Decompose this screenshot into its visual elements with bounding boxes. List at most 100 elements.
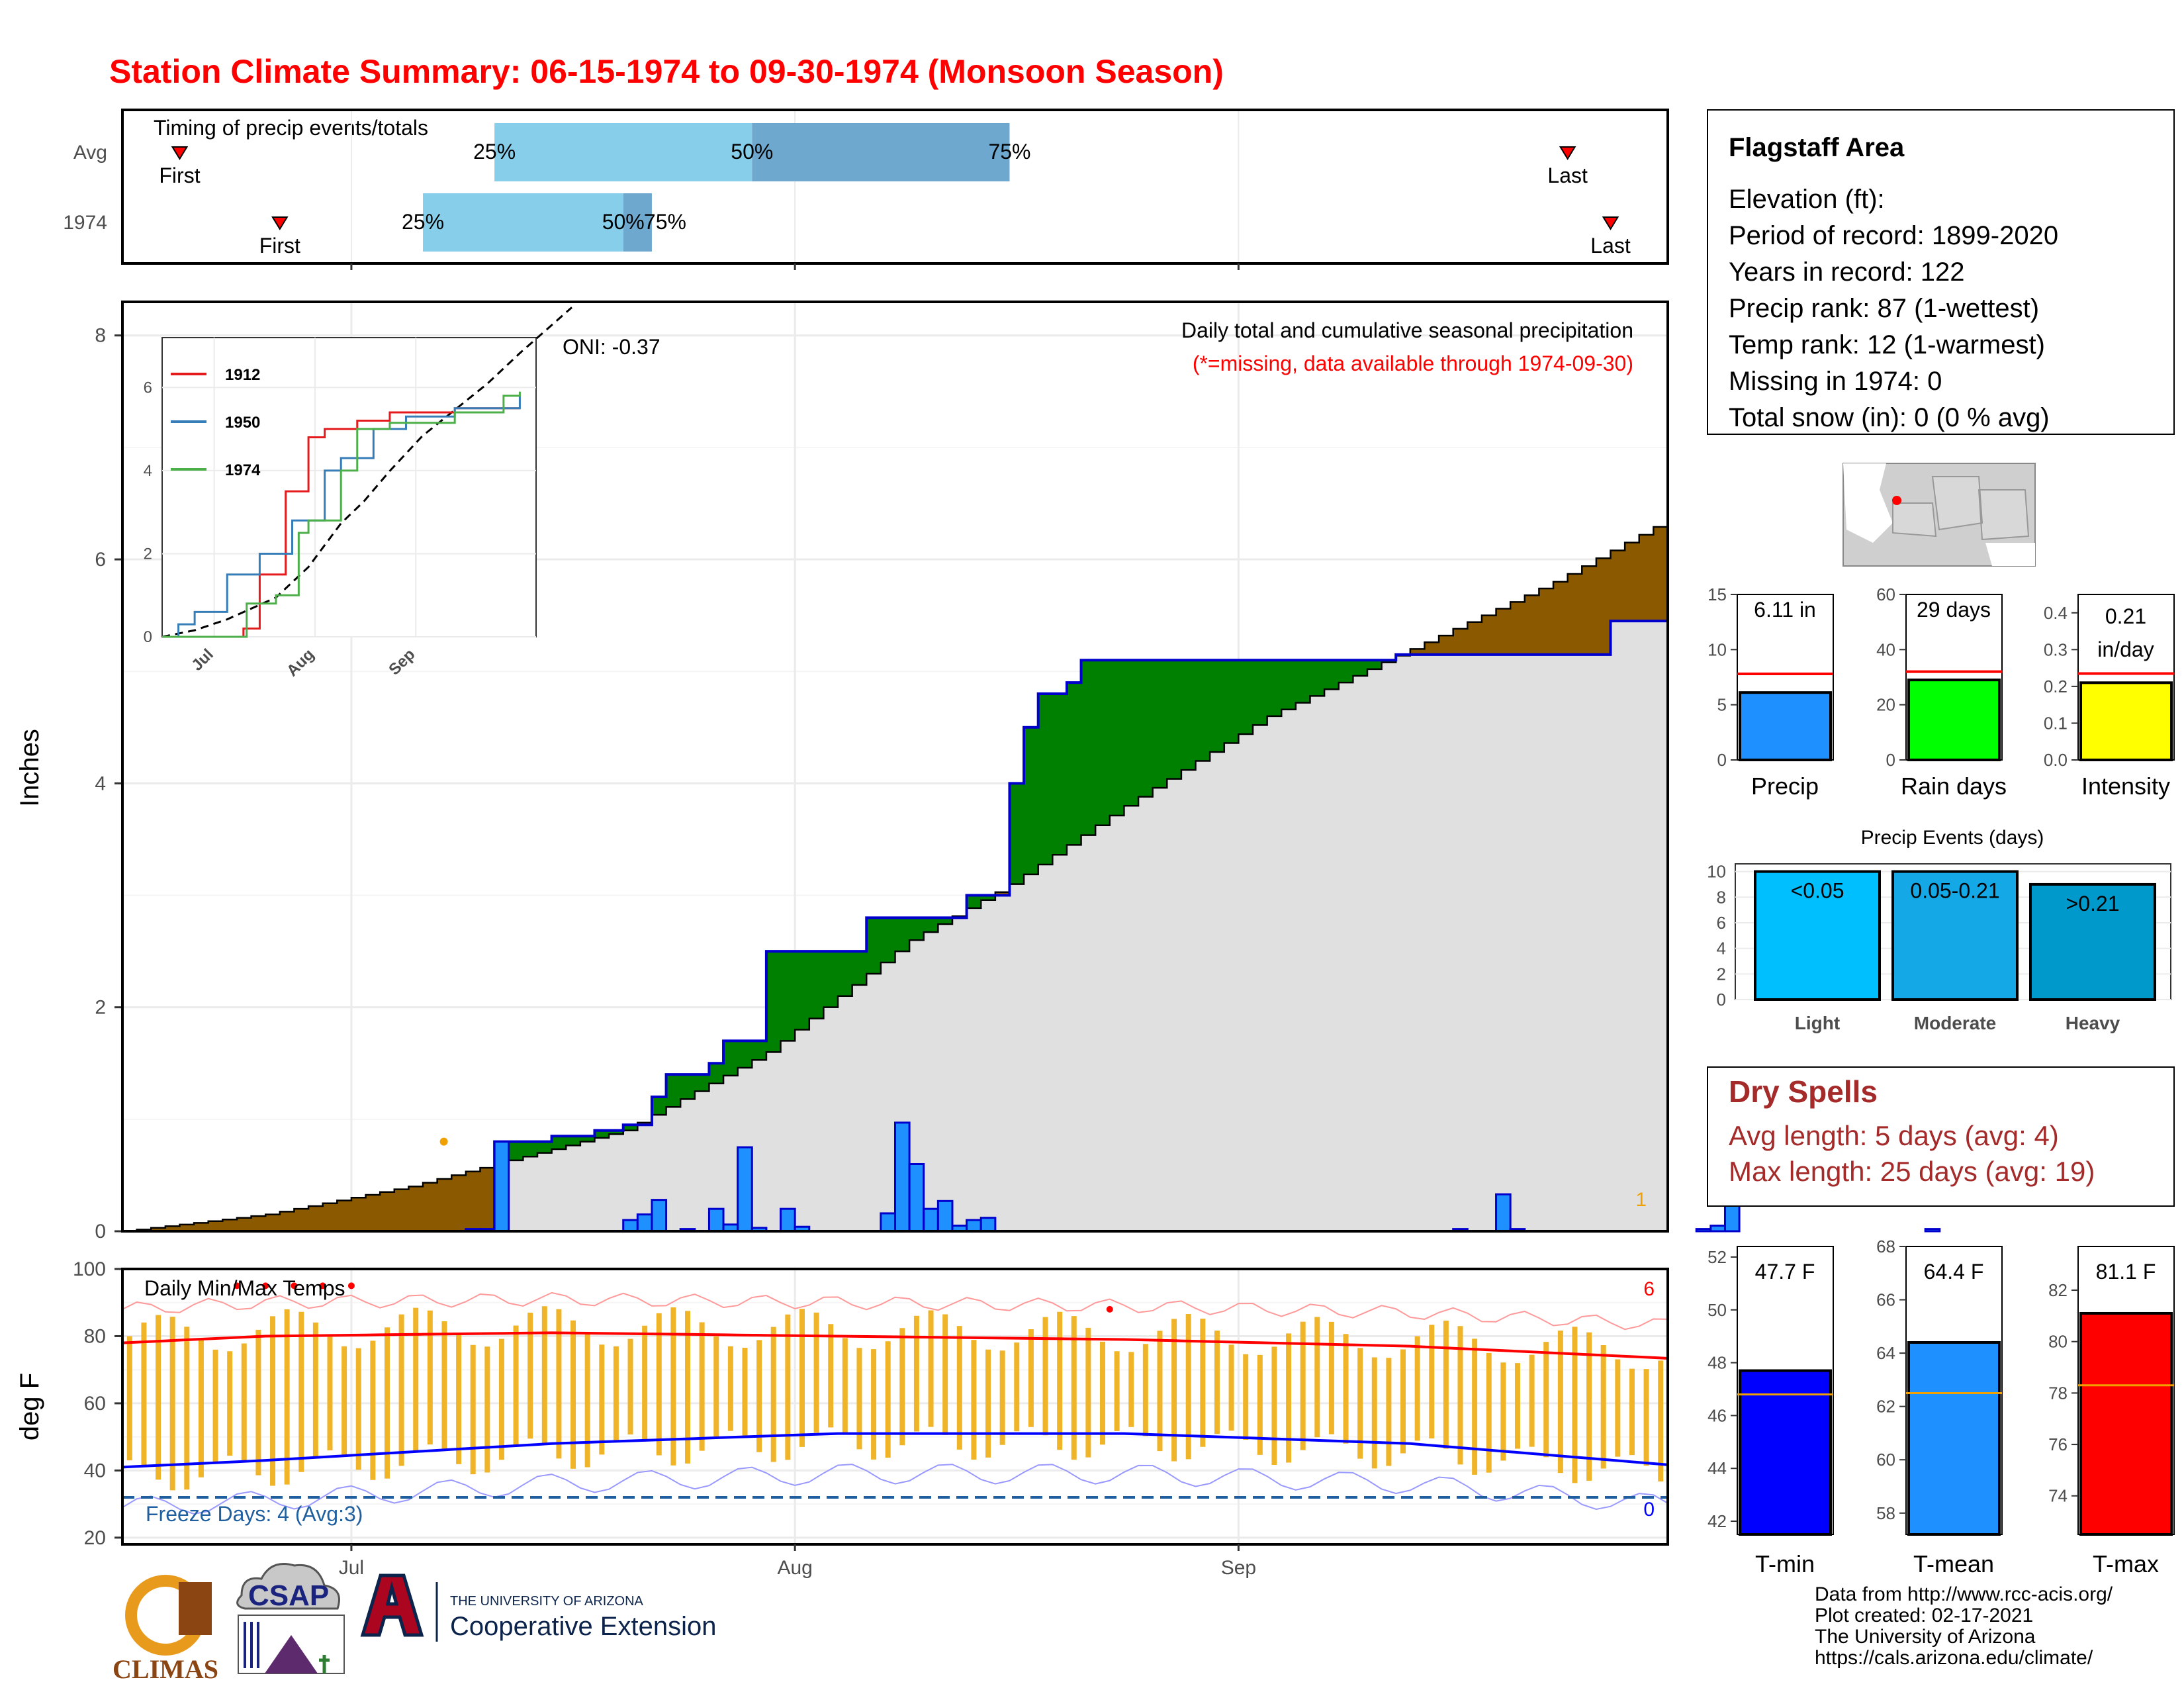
cumulative-base-fill bbox=[1510, 654, 1525, 1231]
above-avg-wet-fill bbox=[895, 917, 910, 952]
cumulative-base-fill bbox=[1439, 654, 1454, 1231]
temp-frame-top bbox=[121, 1268, 1669, 1546]
events-category-heavy: Heavy bbox=[2066, 1013, 2120, 1033]
below-avg-deficit-fill bbox=[194, 1223, 209, 1231]
temp-summary-t-mean-ytick: 68 bbox=[1876, 1237, 1895, 1256]
daily-precip-bar bbox=[636, 1213, 653, 1233]
timing-row-label-avg: Avg bbox=[73, 142, 107, 164]
cumulative-base-fill bbox=[909, 940, 925, 1231]
missing-count: 1 bbox=[1635, 1189, 1647, 1211]
below-avg-deficit-fill bbox=[265, 1214, 281, 1231]
x-tick-aug: Aug bbox=[777, 1557, 812, 1579]
temp-summary-t-min-ytick: 42 bbox=[1707, 1511, 1727, 1531]
above-avg-wet-fill bbox=[1367, 660, 1383, 669]
above-avg-wet-fill bbox=[523, 1141, 538, 1157]
record-high-marker-icon bbox=[233, 1282, 240, 1289]
cumulative-base-fill bbox=[952, 917, 968, 1231]
cumulative-base-fill bbox=[1181, 770, 1197, 1231]
above-avg-wet-fill bbox=[551, 1136, 567, 1149]
below-avg-deficit-fill bbox=[351, 1197, 367, 1231]
daily-precip-bar bbox=[493, 1141, 510, 1233]
cumulative-base-fill bbox=[694, 1091, 709, 1231]
temp-summary-category-label: T-mean bbox=[1913, 1550, 1994, 1577]
cumulative-base-fill bbox=[780, 1041, 796, 1231]
below-avg-deficit-fill bbox=[1567, 574, 1582, 655]
precip-frame-top bbox=[121, 301, 1669, 1233]
precip-ylabel: Inches bbox=[15, 729, 44, 807]
info-line: Years in record: 122 bbox=[1729, 258, 1965, 287]
below-avg-deficit-fill bbox=[995, 892, 1010, 896]
events-bar-moderate bbox=[1891, 870, 2019, 1001]
cumulative-base-fill bbox=[623, 1130, 638, 1231]
ua-big-text: Cooperative Extension bbox=[450, 1612, 716, 1641]
temp-summary-value-label: 47.7 F bbox=[1755, 1260, 1815, 1284]
cumulative-base-fill bbox=[1553, 654, 1569, 1231]
inset-avg-line bbox=[161, 306, 573, 638]
events-bar-label: <0.05 bbox=[1791, 879, 1844, 903]
footer-line-data-source: Data from http://www.rcc-acis.org/ bbox=[1815, 1583, 2113, 1605]
cumulative-base-fill bbox=[966, 908, 981, 1231]
above-avg-wet-fill bbox=[1238, 660, 1253, 734]
above-avg-wet-fill bbox=[723, 1041, 739, 1076]
below-avg-deficit-fill bbox=[1467, 622, 1482, 655]
cumulative-base-fill bbox=[1152, 788, 1167, 1231]
below-avg-deficit-fill bbox=[308, 1205, 324, 1231]
above-avg-wet-fill bbox=[666, 1074, 681, 1107]
cumulative-base-fill bbox=[1639, 621, 1654, 1231]
above-avg-wet-fill bbox=[680, 1074, 696, 1100]
info-line: Precip rank: 87 (1-wettest) bbox=[1729, 294, 2039, 323]
timing-p75-label: 75% bbox=[644, 210, 686, 234]
below-avg-deficit-fill bbox=[1625, 542, 1640, 622]
above-avg-wet-fill bbox=[1324, 660, 1340, 690]
above-avg-wet-fill bbox=[981, 895, 996, 900]
climas-logo: CLIMAS bbox=[113, 1575, 218, 1684]
above-avg-wet-fill bbox=[1353, 660, 1368, 676]
cumulative-base-fill bbox=[1081, 835, 1096, 1231]
below-avg-deficit-fill bbox=[451, 1175, 467, 1231]
cumulative-base-fill bbox=[823, 1007, 839, 1231]
cumulative-base-fill bbox=[752, 1060, 767, 1231]
below-avg-deficit-fill bbox=[1639, 534, 1654, 622]
summary-rain-days-bar bbox=[1907, 679, 2001, 761]
daily-precip-bar bbox=[1695, 1228, 1712, 1233]
below-avg-deficit-fill bbox=[480, 1168, 495, 1231]
events-ytick-10: 10 bbox=[1707, 862, 1726, 882]
cumulative-base-fill bbox=[523, 1156, 538, 1231]
daily-precip-bar bbox=[894, 1121, 911, 1233]
above-avg-wet-fill bbox=[709, 1063, 724, 1084]
csap-cloud-icon bbox=[236, 1563, 340, 1610]
cumulative-base-fill bbox=[709, 1083, 724, 1231]
cumulative-base-fill bbox=[1324, 689, 1340, 1231]
cumulative-base-fill bbox=[1567, 654, 1582, 1231]
above-avg-wet-fill bbox=[752, 1041, 767, 1060]
dry-spells-title: Dry Spells bbox=[1729, 1074, 1878, 1109]
cumulative-base-fill bbox=[923, 932, 938, 1231]
timing-last-marker-icon bbox=[1559, 146, 1576, 160]
cumulative-base-fill bbox=[1281, 709, 1297, 1231]
timing-p25-label: 25% bbox=[473, 140, 516, 164]
daily-precip-bar bbox=[1709, 1225, 1726, 1233]
timing-bar-25-50 bbox=[423, 193, 623, 252]
above-avg-wet-fill bbox=[1095, 660, 1111, 825]
temp-summary-t-mean-ytick: 64 bbox=[1876, 1343, 1895, 1363]
summary-intensity-ytick: 0.3 bbox=[2044, 639, 2068, 659]
csap-mountain-icon bbox=[265, 1635, 318, 1673]
info-line: Missing in 1974: 0 bbox=[1729, 367, 1942, 396]
footer-line-url: https://cals.arizona.edu/climate/ bbox=[1815, 1647, 2093, 1669]
avg-cumulative-line bbox=[122, 519, 1669, 1233]
cumulative-base-fill bbox=[566, 1145, 581, 1231]
timing-title: Timing of precip events/totals bbox=[154, 116, 428, 140]
above-avg-wet-fill bbox=[909, 917, 925, 941]
record-high-marker-icon bbox=[291, 1282, 298, 1289]
below-avg-deficit-fill bbox=[1496, 608, 1511, 655]
ua-logo: THE UNIVERSITY OF ARIZONA Cooperative Ex… bbox=[360, 1573, 716, 1642]
oni-value: ONI: -0.37 bbox=[563, 335, 660, 359]
temp-summary-t-min-ytick: 46 bbox=[1707, 1405, 1727, 1425]
record-high-line bbox=[122, 1291, 1668, 1331]
below-avg-deficit-fill bbox=[251, 1216, 266, 1231]
temp-summary-t-mean-bar bbox=[1907, 1341, 2001, 1536]
events-ytick-2: 2 bbox=[1717, 964, 1726, 984]
below-avg-deficit-fill bbox=[294, 1209, 309, 1231]
below-avg-deficit-fill bbox=[1410, 649, 1425, 655]
